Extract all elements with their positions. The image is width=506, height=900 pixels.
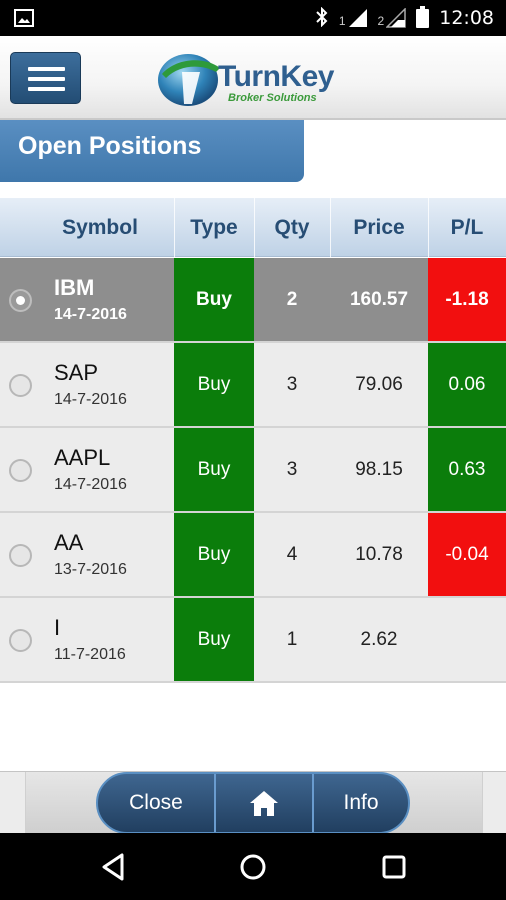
column-header-price: Price (353, 216, 405, 239)
recents-icon[interactable] (378, 851, 410, 883)
toolbar-divider (312, 774, 314, 832)
column-header-pl: P/L (450, 216, 484, 239)
sim1-label: 1 (338, 14, 346, 28)
table-row[interactable]: AAPL 14-7-2016 Buy 3 98.15 0.63 (0, 428, 506, 513)
column-header-type: Type (190, 216, 238, 239)
row-radio-button[interactable] (9, 629, 32, 652)
close-button[interactable]: Close (129, 791, 183, 814)
table-row[interactable]: IBM 14-7-2016 Buy 2 160.57 -1.18 (0, 258, 506, 343)
row-radio-button[interactable] (9, 459, 32, 482)
qty-cell: 1 (286, 629, 298, 650)
bluetooth-icon (315, 6, 329, 30)
symbol-label: I (54, 615, 61, 640)
column-divider (428, 198, 429, 257)
globe-icon (158, 54, 220, 106)
column-divider (330, 198, 331, 257)
table-row[interactable]: SAP 14-7-2016 Buy 3 79.06 0.06 (0, 343, 506, 428)
toolbar-edge (482, 772, 506, 834)
qty-cell: 3 (286, 459, 298, 480)
table-row[interactable]: I 11-7-2016 Buy 1 2.62 (0, 598, 506, 683)
pl-cell: 0.06 (428, 343, 506, 426)
clock: 12:08 (439, 7, 494, 29)
column-divider (174, 198, 175, 257)
bottom-toolbar: Close Info (0, 771, 506, 834)
symbol-label: SAP (54, 360, 99, 385)
pl-cell: 0.63 (428, 428, 506, 511)
toolbar-button-group: Close Info (96, 772, 410, 834)
date-label: 14-7-2016 (54, 476, 127, 493)
column-divider (254, 198, 255, 257)
home-button[interactable] (216, 774, 312, 832)
type-cell: Buy (174, 343, 254, 426)
menu-button[interactable] (10, 52, 81, 104)
price-cell: 10.78 (355, 544, 403, 565)
table-row[interactable]: AA 13-7-2016 Buy 4 10.78 -0.04 (0, 513, 506, 598)
image-notification-icon (14, 9, 34, 32)
price-cell: 160.57 (349, 289, 409, 310)
pl-cell (428, 598, 506, 681)
hamburger-icon (28, 67, 65, 71)
turnkey-logo: TurnKey Broker Solutions (156, 52, 356, 108)
android-nav-bar (0, 833, 506, 900)
column-header-symbol: Symbol (62, 216, 138, 239)
price-cell: 79.06 (355, 374, 403, 395)
hamburger-icon-line (28, 77, 65, 81)
page-title: Open Positions (0, 120, 304, 182)
type-cell: Buy (174, 258, 254, 341)
pl-cell: -1.18 (428, 258, 506, 341)
qty-cell: 4 (286, 544, 298, 565)
status-bar: 1 2 12:08 (0, 0, 506, 36)
row-radio-button[interactable] (9, 289, 32, 312)
type-cell: Buy (174, 598, 254, 681)
hamburger-icon-line (28, 87, 65, 91)
symbol-label: AA (54, 530, 84, 555)
toolbar-edge (0, 772, 26, 834)
app-header: TurnKey Broker Solutions (0, 36, 506, 120)
back-icon[interactable] (98, 851, 130, 883)
signal-icon: 2 (378, 8, 407, 28)
sim2-label: 2 (377, 14, 385, 28)
table-header: Symbol Type Qty Price P/L (0, 198, 506, 257)
qty-cell: 3 (286, 374, 298, 395)
home-nav-icon[interactable] (237, 851, 269, 883)
date-label: 13-7-2016 (54, 561, 127, 578)
date-label: 14-7-2016 (54, 391, 127, 408)
brand-name: TurnKey (218, 60, 334, 93)
symbol-label: AAPL (54, 445, 111, 470)
battery-icon (416, 5, 430, 31)
date-label: 11-7-2016 (54, 646, 126, 663)
toolbar-divider (214, 774, 216, 832)
price-cell: 98.15 (355, 459, 403, 480)
column-header-qty: Qty (274, 216, 310, 239)
symbol-label: IBM (54, 275, 95, 300)
radio-dot (16, 296, 25, 305)
date-label: 14-7-2016 (54, 306, 127, 323)
signal-icon: 1 (339, 8, 368, 28)
type-cell: Buy (174, 513, 254, 596)
home-icon (250, 791, 278, 816)
price-cell: 2.62 (360, 629, 398, 650)
type-cell: Buy (174, 428, 254, 511)
qty-cell: 2 (286, 289, 298, 310)
info-button[interactable]: Info (343, 791, 379, 814)
row-radio-button[interactable] (9, 374, 32, 397)
row-radio-button[interactable] (9, 544, 32, 567)
brand-tagline: Broker Solutions (228, 92, 317, 104)
pl-cell: -0.04 (428, 513, 506, 596)
